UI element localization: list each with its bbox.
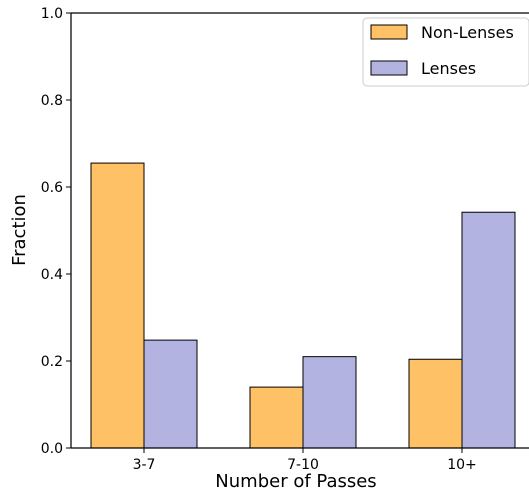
y-tick-label: 0.0	[41, 441, 63, 457]
x-tick-label: 7-10	[287, 457, 319, 473]
bar-non-lenses-7-10	[249, 386, 304, 449]
y-tick-label: 0.2	[41, 354, 63, 370]
legend: Non-Lenses Lenses	[362, 17, 529, 87]
bar-non-lenses-3-7	[90, 162, 145, 449]
bar-non-lenses-10-	[408, 358, 463, 449]
axes-group	[70, 12, 529, 449]
bar-lenses-10-	[461, 211, 516, 449]
legend-swatch-non-lenses	[370, 24, 408, 40]
x-ticks-group: 3-7 7-10 10+	[133, 448, 477, 473]
bar-lenses-3-7	[143, 339, 198, 449]
legend-swatch-lenses	[370, 60, 408, 76]
y-tick-label: 0.6	[41, 180, 63, 196]
x-tick-label: 3-7	[133, 457, 156, 473]
x-axis-label: Number of Passes	[215, 471, 376, 492]
y-tick-label: 0.8	[41, 93, 63, 109]
legend-label-lenses: Lenses	[421, 59, 476, 78]
bars-group	[90, 162, 516, 449]
legend-label-non-lenses: Non-Lenses	[421, 23, 514, 42]
x-tick-label: 10+	[447, 457, 477, 473]
y-axis-label: Fraction	[9, 194, 30, 266]
y-tick-label: 0.4	[41, 267, 63, 283]
bar-lenses-7-10	[302, 356, 357, 449]
y-tick-label: 1.0	[41, 6, 63, 22]
y-ticks-group: 0.0 0.2 0.4 0.6 0.8 1.0	[41, 6, 71, 457]
